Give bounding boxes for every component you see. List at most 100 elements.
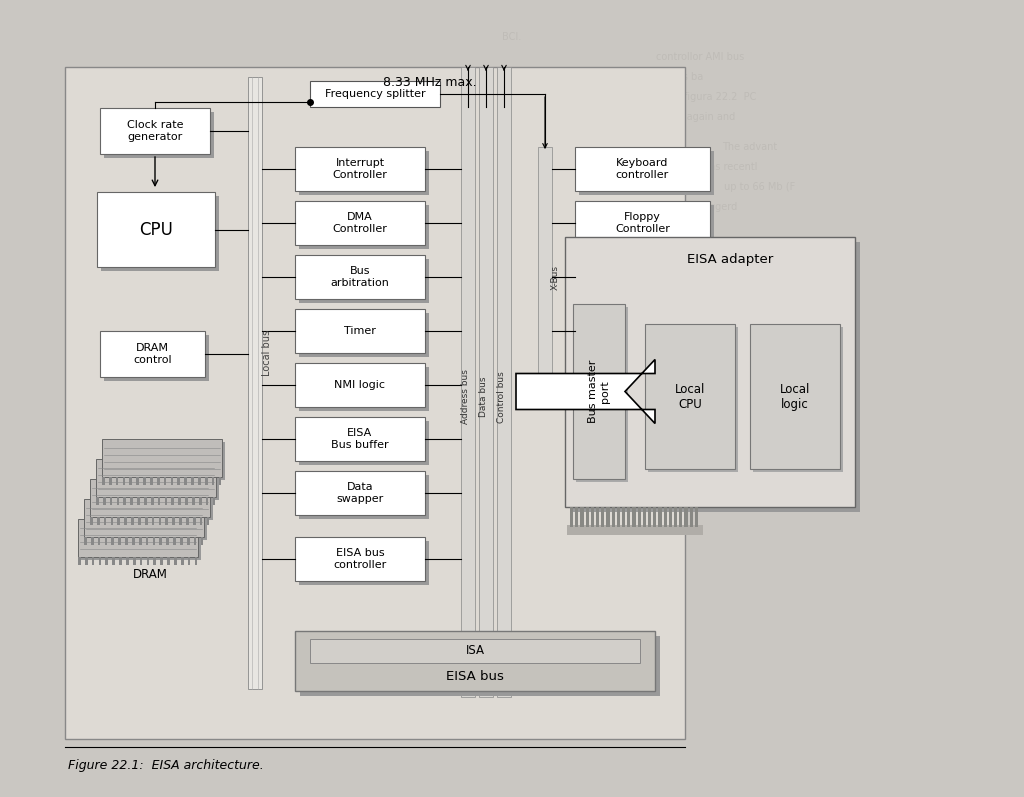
Bar bbox=[109, 477, 112, 485]
Bar bbox=[151, 497, 154, 505]
Bar bbox=[299, 541, 429, 585]
Bar bbox=[124, 497, 126, 505]
Bar bbox=[144, 497, 146, 505]
Bar bbox=[213, 497, 215, 505]
Text: NMI logic: NMI logic bbox=[335, 380, 385, 390]
Bar bbox=[658, 507, 662, 527]
Bar bbox=[299, 205, 429, 249]
Bar bbox=[118, 517, 120, 525]
Bar bbox=[538, 147, 552, 407]
Bar bbox=[125, 537, 128, 545]
Bar bbox=[160, 537, 162, 545]
Bar bbox=[102, 497, 105, 505]
Bar bbox=[123, 477, 125, 485]
Bar bbox=[164, 477, 167, 485]
Bar bbox=[643, 507, 646, 527]
Text: X-Bus: X-Bus bbox=[551, 265, 559, 289]
Text: has recentl: has recentl bbox=[702, 162, 758, 172]
Bar bbox=[81, 522, 201, 560]
Text: Figure 22.1:  EISA architecture.: Figure 22.1: EISA architecture. bbox=[68, 759, 264, 771]
Bar bbox=[171, 497, 174, 505]
Bar bbox=[591, 507, 594, 527]
Bar bbox=[207, 517, 209, 525]
Text: Realtime clock
CMOS RAM: Realtime clock CMOS RAM bbox=[602, 266, 683, 288]
Bar bbox=[85, 557, 88, 565]
Bar bbox=[92, 557, 94, 565]
Bar bbox=[193, 497, 195, 505]
Bar bbox=[579, 151, 714, 195]
Text: Interrupt
Controller: Interrupt Controller bbox=[333, 158, 387, 180]
Bar bbox=[299, 313, 429, 357]
Text: Data bus: Data bus bbox=[479, 377, 488, 418]
Bar bbox=[753, 327, 843, 472]
Bar bbox=[194, 537, 197, 545]
Bar bbox=[575, 201, 710, 245]
Bar bbox=[111, 517, 114, 525]
Text: aggerd: aggerd bbox=[702, 202, 737, 212]
Text: Local
logic: Local logic bbox=[780, 383, 810, 410]
Bar bbox=[132, 537, 135, 545]
Text: 8.33 MHz max.: 8.33 MHz max. bbox=[383, 76, 477, 88]
Bar bbox=[218, 477, 221, 485]
Bar bbox=[124, 517, 127, 525]
Bar bbox=[78, 557, 81, 565]
Bar bbox=[689, 507, 692, 527]
Bar bbox=[570, 242, 860, 512]
Bar bbox=[295, 309, 425, 353]
Bar bbox=[461, 67, 475, 697]
Bar bbox=[653, 507, 656, 527]
Text: DRAM: DRAM bbox=[132, 568, 168, 582]
Bar bbox=[102, 477, 104, 485]
Bar bbox=[145, 537, 148, 545]
Bar bbox=[579, 259, 714, 303]
Bar bbox=[129, 477, 132, 485]
Bar bbox=[295, 363, 425, 407]
Bar bbox=[180, 537, 182, 545]
Bar bbox=[575, 309, 710, 353]
Bar bbox=[479, 67, 493, 697]
Bar bbox=[119, 557, 122, 565]
Bar bbox=[165, 497, 167, 505]
Bar bbox=[84, 499, 204, 537]
Bar bbox=[586, 507, 589, 527]
Bar bbox=[97, 517, 99, 525]
Text: Had again and: Had again and bbox=[665, 112, 735, 122]
Bar bbox=[159, 517, 162, 525]
Bar bbox=[185, 497, 187, 505]
Bar bbox=[750, 324, 840, 469]
Bar bbox=[126, 557, 129, 565]
Bar bbox=[112, 537, 114, 545]
Text: Bus
arbitration: Bus arbitration bbox=[331, 266, 389, 288]
Bar bbox=[627, 507, 631, 527]
Bar bbox=[191, 477, 194, 485]
Bar bbox=[184, 477, 187, 485]
Text: figura 22.2  PC: figura 22.2 PC bbox=[684, 92, 756, 102]
Bar bbox=[167, 557, 170, 565]
Bar bbox=[178, 497, 181, 505]
Bar bbox=[295, 255, 425, 299]
Bar bbox=[596, 507, 599, 527]
Bar bbox=[575, 507, 579, 527]
Bar bbox=[565, 237, 855, 507]
Bar bbox=[150, 477, 153, 485]
Text: controllor AMI bus: controllor AMI bus bbox=[656, 52, 744, 62]
Bar bbox=[96, 497, 98, 505]
Bar bbox=[119, 537, 121, 545]
Bar bbox=[212, 477, 214, 485]
Bar bbox=[101, 196, 219, 271]
Bar bbox=[102, 439, 222, 477]
Bar bbox=[84, 537, 87, 545]
Bar bbox=[198, 477, 201, 485]
Text: Data
swapper: Data swapper bbox=[336, 482, 384, 504]
Bar bbox=[622, 507, 625, 527]
Bar bbox=[186, 517, 188, 525]
Bar bbox=[98, 557, 101, 565]
Bar bbox=[103, 517, 106, 525]
Bar bbox=[299, 475, 429, 519]
Bar bbox=[664, 507, 667, 527]
Bar bbox=[575, 255, 710, 299]
Text: Address bus: Address bus bbox=[462, 370, 470, 425]
Bar bbox=[105, 442, 225, 480]
Bar bbox=[154, 557, 157, 565]
Text: Control bus: Control bus bbox=[498, 371, 507, 423]
